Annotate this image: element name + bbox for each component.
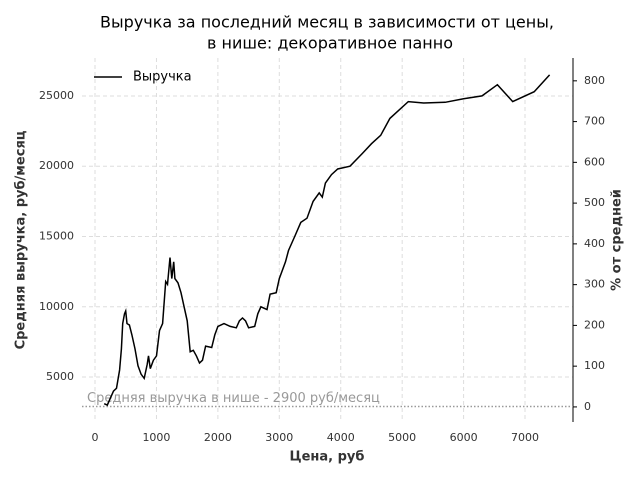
y-tick-label: 15000 [39, 229, 74, 242]
y-tick-label: 20000 [39, 159, 74, 172]
y2-tick-label: 100 [584, 359, 605, 372]
y-axis-label: Средняя выручка, руб/месяц [14, 130, 29, 349]
chart-title: Выручка за последний месяц в зависимости… [100, 13, 554, 32]
y2-tick-label: 500 [584, 196, 605, 209]
y2-tick-label: 0 [584, 400, 591, 413]
y-tick-label: 10000 [39, 300, 74, 313]
x-tick-label: 6000 [450, 431, 478, 444]
data-line [103, 74, 551, 407]
legend-label: Выручка [133, 70, 192, 85]
y2-tick-label: 400 [584, 237, 605, 250]
average-label: Средняя выручка в нише - 2900 руб/месяц [87, 391, 380, 406]
x-axis-label: Цена, руб [290, 450, 365, 465]
y2-tick-label: 800 [584, 74, 605, 87]
x-tick-label: 3000 [265, 431, 293, 444]
y2-axis-label: % от средней [610, 189, 625, 291]
y2-tick-label: 700 [584, 115, 605, 128]
x-tick-label: 5000 [388, 431, 416, 444]
x-tick-label: 7000 [511, 431, 539, 444]
x-tick-label: 1000 [142, 431, 170, 444]
y-tick-label: 5000 [46, 370, 74, 383]
y2-tick-label: 600 [584, 155, 605, 168]
y2-tick-label: 300 [584, 278, 605, 291]
x-tick-label: 4000 [327, 431, 355, 444]
x-tick-label: 0 [92, 431, 99, 444]
y2-tick-label: 200 [584, 318, 605, 331]
y-tick-label: 25000 [39, 89, 74, 102]
chart-title: в нише: декоративное панно [207, 34, 453, 53]
x-tick-label: 2000 [204, 431, 232, 444]
